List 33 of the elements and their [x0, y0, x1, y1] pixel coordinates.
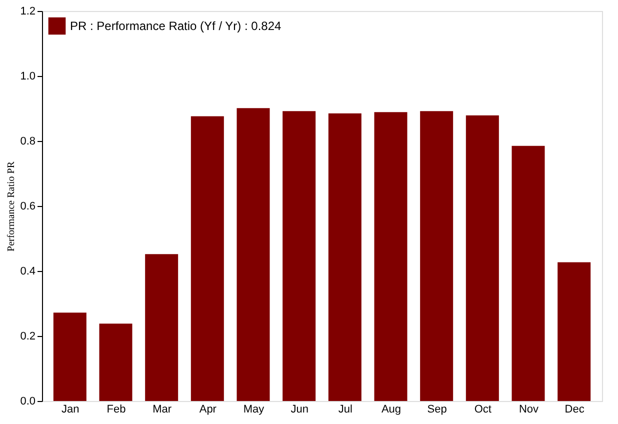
bar	[328, 113, 362, 401]
y-tick-label: 0.6	[20, 200, 36, 212]
y-axis-title: Performance Ratio PR	[6, 161, 18, 252]
bar	[374, 112, 408, 401]
y-tick-label: 0.0	[20, 396, 36, 408]
bar	[99, 324, 132, 401]
bar	[466, 115, 499, 401]
x-tick-label: Jun	[290, 404, 308, 416]
x-tick-label: Sep	[427, 404, 447, 416]
x-tick-label: Jan	[62, 404, 80, 416]
bar	[512, 146, 545, 401]
y-tick-label: 1.0	[20, 70, 36, 82]
bar	[53, 312, 86, 401]
y-tick-label: 0.4	[20, 266, 36, 278]
x-tick-label: Oct	[474, 404, 492, 416]
bar	[420, 111, 454, 401]
bar	[236, 108, 270, 401]
y-tick-label: 0.8	[20, 136, 36, 148]
bar	[558, 262, 591, 401]
y-tick-label: 1.2	[20, 6, 36, 18]
x-tick-label: May	[243, 404, 265, 416]
x-tick-label: Feb	[106, 404, 126, 416]
bar	[282, 111, 316, 401]
x-tick-label: Nov	[518, 404, 540, 416]
x-tick-label: Jul	[338, 404, 352, 416]
x-tick-label: Aug	[381, 404, 402, 416]
x-tick-label: Apr	[199, 404, 217, 416]
bar	[145, 254, 178, 401]
x-tick-label: Dec	[564, 404, 585, 416]
bar	[190, 116, 224, 401]
legend-label: PR : Performance Ratio (Yf / Yr) : 0.824	[70, 19, 282, 33]
x-tick-label: Mar	[152, 404, 172, 416]
y-tick-label: 0.2	[20, 330, 36, 342]
